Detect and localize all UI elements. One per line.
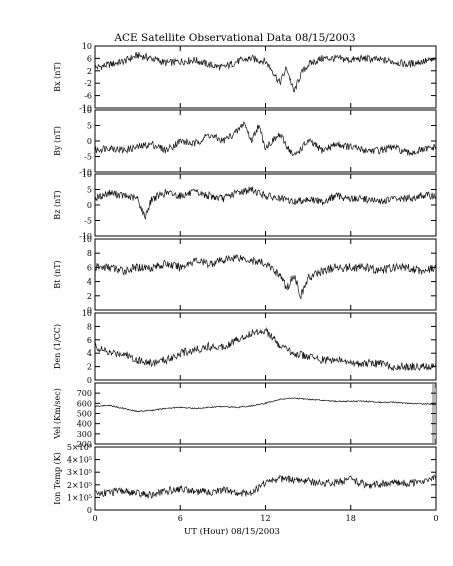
panel-bx: 10 6 2 -2 -6 -10 Bx (nT) bbox=[53, 42, 437, 113]
ylabel-bx: Bx (nT) bbox=[53, 62, 62, 92]
series-line-den bbox=[94, 327, 437, 372]
panel-frame-by bbox=[94, 109, 437, 173]
ytick-label-bt-2: 6 bbox=[87, 263, 92, 272]
series-line-bz bbox=[94, 186, 437, 221]
panel-frame-bt bbox=[94, 238, 437, 311]
ytick-label-den-5: 0 bbox=[87, 376, 92, 385]
panel-bt: 10 8 6 4 2 0 Bt (nT) bbox=[53, 235, 437, 315]
ylabel-bz: Bz (nT) bbox=[53, 190, 62, 219]
ylabel-temp: Ion Temp (K) bbox=[53, 452, 62, 505]
ytick-label-den-4: 2 bbox=[87, 363, 92, 372]
panel-frame-temp bbox=[94, 446, 437, 511]
ytick-label-den-2: 6 bbox=[87, 336, 92, 345]
ytick-label-vel-0: 700 bbox=[77, 389, 92, 398]
panels-group: 10 6 2 -2 -6 -10 Bx (nT) 10 5 0 -5 -10 By (nT) 10 5 0 -5… bbox=[53, 42, 437, 515]
ylabel-vel: Vel (Km/sec) bbox=[53, 388, 62, 440]
ytick-label-temp-4: 1×10⁵ bbox=[67, 493, 92, 502]
ytick-label-by-0: 10 bbox=[82, 106, 92, 115]
ytick-label-vel-5: 200 bbox=[77, 440, 92, 449]
ytick-label-den-3: 4 bbox=[87, 349, 92, 358]
xtick-label-0: 0 bbox=[92, 514, 97, 523]
ytick-label-temp-2: 3×10⁵ bbox=[67, 468, 92, 477]
ytick-label-bz-0: 10 bbox=[82, 170, 92, 179]
series-line-by bbox=[94, 120, 437, 157]
ytick-label-bz-4: -10 bbox=[79, 232, 92, 241]
ytick-label-bt-0: 10 bbox=[82, 235, 92, 244]
x-axis-label: UT (Hour) 08/15/2003 bbox=[184, 526, 280, 537]
panel-frame-vel bbox=[94, 382, 437, 445]
ytick-label-by-1: 5 bbox=[87, 122, 92, 131]
series-line-temp bbox=[94, 474, 437, 499]
ytick-label-temp-3: 2×10⁵ bbox=[67, 481, 92, 490]
ytick-label-bx-1: 6 bbox=[87, 54, 92, 63]
xtick-label-3: 18 bbox=[346, 514, 356, 523]
series-line-vel bbox=[94, 397, 437, 413]
ytick-label-vel-3: 400 bbox=[77, 420, 92, 429]
xtick-label-4: 0 bbox=[433, 514, 438, 523]
ylabel-by: By (nT) bbox=[53, 126, 62, 156]
ytick-label-vel-2: 500 bbox=[77, 410, 92, 419]
series-line-bx bbox=[94, 51, 437, 93]
ylabel-den: Den (1/CC) bbox=[53, 324, 62, 369]
ytick-label-bx-5: -10 bbox=[79, 104, 92, 113]
ytick-label-vel-1: 600 bbox=[77, 399, 92, 408]
xtick-label-1: 6 bbox=[178, 514, 183, 523]
ytick-label-bx-2: 2 bbox=[87, 67, 92, 76]
ytick-label-vel-4: 300 bbox=[77, 430, 92, 439]
ytick-label-bz-3: -5 bbox=[84, 217, 92, 226]
ytick-label-bt-1: 8 bbox=[87, 249, 92, 258]
panel-frame-bz bbox=[94, 173, 437, 237]
ylabel-bt: Bt (nT) bbox=[53, 260, 62, 288]
panel-den: 10 8 6 4 2 0 Den (1/CC) bbox=[53, 309, 437, 385]
x-axis: 0 6 12 18 0 bbox=[92, 514, 438, 523]
panel-frame-den bbox=[94, 312, 437, 381]
panel-by: 10 5 0 -5 -10 By (nT) bbox=[53, 106, 437, 177]
panel-temp: 5×10⁵ 4×10⁵ 3×10⁵ 2×10⁵ 1×10⁵ 0 Ion Temp (K) bbox=[53, 443, 437, 515]
chart-title: ACE Satellite Observational Data 08/15/2… bbox=[113, 32, 355, 44]
ytick-label-bx-3: -2 bbox=[84, 79, 92, 88]
ytick-label-bx-4: -6 bbox=[84, 92, 92, 101]
ytick-label-temp-5: 0 bbox=[87, 506, 92, 515]
xtick-label-2: 12 bbox=[260, 514, 270, 523]
ytick-label-temp-0: 5×10⁵ bbox=[67, 443, 92, 452]
ytick-label-den-1: 8 bbox=[87, 322, 92, 331]
ytick-label-by-3: -5 bbox=[84, 153, 92, 162]
ytick-label-by-4: -10 bbox=[79, 168, 92, 177]
series-line-bt bbox=[94, 254, 437, 300]
panel-bz: 10 5 0 -5 -10 Bz (nT) bbox=[53, 170, 437, 241]
ytick-label-bt-4: 2 bbox=[87, 292, 92, 301]
ytick-label-bz-2: 0 bbox=[87, 201, 92, 210]
ytick-label-temp-1: 4×10⁵ bbox=[67, 456, 92, 465]
ytick-label-den-0: 10 bbox=[82, 309, 92, 318]
ytick-label-by-2: 0 bbox=[87, 137, 92, 146]
ytick-label-bx-0: 10 bbox=[82, 42, 92, 51]
ytick-label-bt-3: 4 bbox=[87, 278, 92, 287]
ytick-label-bt-5: 0 bbox=[87, 306, 92, 315]
ytick-label-bz-1: 5 bbox=[87, 186, 92, 195]
